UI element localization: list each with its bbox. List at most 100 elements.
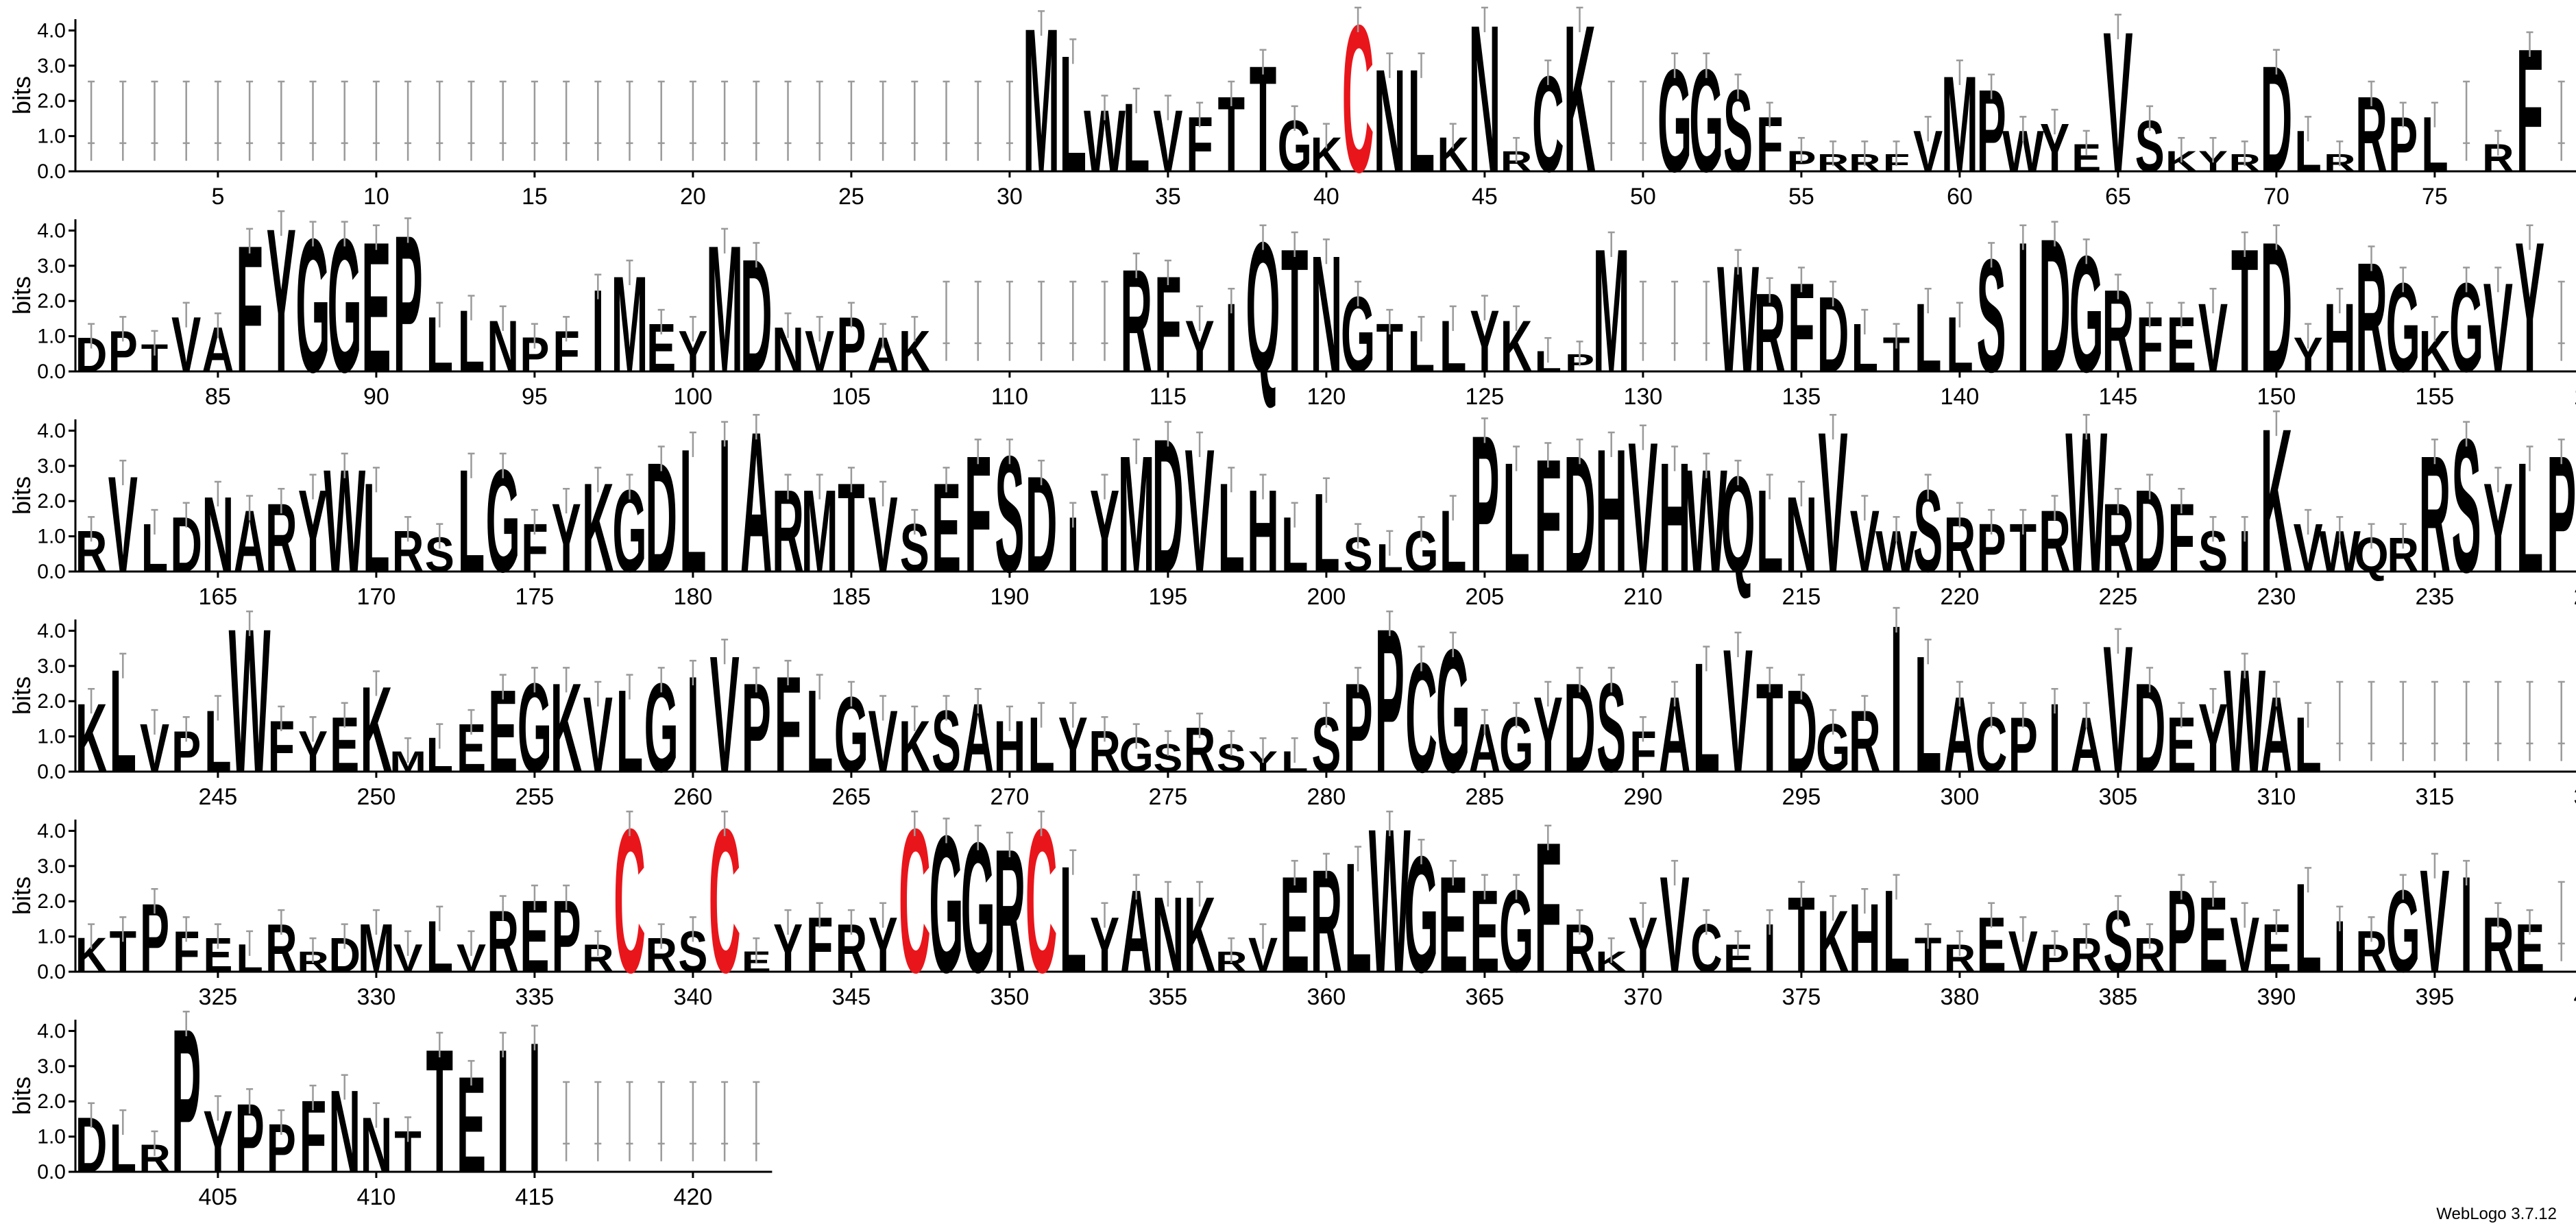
y-tick-label: 3.0: [37, 55, 66, 77]
logo-letter: I: [2017, 204, 2029, 411]
logo-letter: I: [528, 1004, 541, 1212]
y-tick-label: 3.0: [37, 1055, 66, 1078]
y-axis-label: bits: [8, 676, 36, 715]
x-tick-label: 305: [2099, 784, 2138, 810]
x-tick-label: 225: [2099, 584, 2138, 610]
x-tick-label: 150: [2257, 384, 2296, 410]
x-tick-label: 265: [832, 784, 871, 810]
logo-letter: I: [1067, 501, 1079, 589]
y-axis-label: bits: [8, 476, 36, 515]
x-tick-label: 95: [522, 384, 548, 410]
x-tick-label: 170: [357, 584, 396, 610]
x-tick-label: 60: [1947, 184, 1973, 210]
logo-letter: N: [1469, 0, 1501, 216]
x-tick-label: 5: [211, 184, 224, 210]
x-tick-label: 200: [1307, 584, 1346, 610]
y-tick-label: 4.0: [37, 619, 66, 642]
x-tick-label: 110: [991, 384, 1028, 410]
x-tick-label: 35: [1155, 184, 1181, 210]
x-tick-label: 345: [832, 984, 871, 1010]
y-tick-label: 0.0: [37, 561, 66, 583]
x-tick-label: 365: [1466, 984, 1505, 1010]
x-tick-label: 275: [1149, 784, 1188, 810]
y-tick-label: 3.0: [37, 255, 66, 278]
x-tick-label: 125: [1466, 384, 1505, 410]
logo-letter: I: [592, 266, 604, 397]
x-tick-label: 230: [2257, 584, 2296, 610]
logo-letter: K: [1564, 0, 1596, 216]
x-tick-label: 45: [1472, 184, 1498, 210]
x-tick-label: 50: [1630, 184, 1656, 210]
x-tick-label: 195: [1149, 584, 1188, 610]
y-tick-label: 4.0: [37, 820, 66, 842]
y-axis-label: bits: [8, 276, 36, 315]
x-tick-label: 85: [205, 384, 231, 410]
x-tick-label: 375: [1782, 984, 1821, 1010]
y-tick-label: 2.0: [37, 290, 66, 312]
x-tick-label: 70: [2263, 184, 2289, 210]
x-tick-label: 115: [1150, 384, 1187, 410]
x-tick-label: 420: [674, 1184, 713, 1210]
x-tick-label: 100: [674, 384, 713, 410]
x-tick-label: 410: [357, 1184, 396, 1210]
y-tick-label: 0.0: [37, 761, 66, 783]
y-tick-label: 1.0: [37, 326, 66, 348]
x-tick-label: 155: [2416, 384, 2455, 410]
y-tick-label: 1.0: [37, 1126, 66, 1149]
x-tick-label: 320: [2574, 784, 2576, 810]
x-tick-label: 405: [199, 1184, 238, 1210]
x-tick-label: 260: [674, 784, 713, 810]
x-tick-label: 330: [357, 984, 396, 1010]
x-tick-label: 130: [1624, 384, 1663, 410]
x-tick-label: 255: [515, 784, 555, 810]
y-axis-label: bits: [8, 876, 36, 915]
y-tick-label: 0.0: [37, 1161, 66, 1183]
y-tick-label: 2.0: [37, 490, 66, 513]
x-tick-label: 165: [199, 584, 238, 610]
y-tick-label: 4.0: [37, 419, 66, 442]
y-tick-label: 3.0: [37, 655, 66, 678]
y-tick-label: 2.0: [37, 1090, 66, 1113]
x-tick-label: 180: [674, 584, 713, 610]
y-tick-label: 2.0: [37, 690, 66, 713]
x-tick-label: 20: [680, 184, 706, 210]
x-tick-label: 160: [2574, 384, 2576, 410]
x-tick-label: 215: [1782, 584, 1821, 610]
y-tick-label: 1.0: [37, 125, 66, 148]
x-tick-label: 250: [357, 784, 396, 810]
x-tick-label: 120: [1307, 384, 1346, 410]
x-tick-label: 235: [2416, 584, 2455, 610]
x-tick-label: 175: [515, 584, 555, 610]
x-tick-label: 220: [1941, 584, 1980, 610]
x-tick-label: 65: [2105, 184, 2131, 210]
x-tick-label: 145: [2099, 384, 2138, 410]
x-tick-label: 25: [838, 184, 864, 210]
x-tick-label: 30: [997, 184, 1023, 210]
y-tick-label: 4.0: [37, 1020, 66, 1042]
x-tick-label: 335: [515, 984, 555, 1010]
y-tick-label: 2.0: [37, 890, 66, 913]
x-tick-label: 40: [1313, 184, 1339, 210]
x-tick-label: 350: [991, 984, 1030, 1010]
logo-letter: I: [718, 399, 731, 612]
x-tick-label: 290: [1624, 784, 1663, 810]
y-tick-label: 1.0: [37, 926, 66, 948]
logo-letter: I: [1891, 581, 1903, 816]
x-tick-label: 205: [1466, 584, 1505, 610]
logo-letter: I: [687, 649, 699, 801]
weblogo-version-label: WebLogo 3.7.12: [2436, 1205, 2557, 1223]
x-tick-label: 10: [363, 184, 389, 210]
y-tick-label: 3.0: [37, 855, 66, 878]
x-tick-label: 415: [515, 1184, 555, 1210]
x-tick-label: 295: [1782, 784, 1821, 810]
y-tick-label: 0.0: [37, 360, 66, 383]
x-tick-label: 325: [199, 984, 238, 1010]
x-tick-label: 270: [991, 784, 1030, 810]
y-tick-label: 2.0: [37, 90, 66, 112]
x-tick-label: 140: [1941, 384, 1980, 410]
y-axis-label: bits: [8, 76, 36, 114]
x-tick-label: 385: [2099, 984, 2138, 1010]
